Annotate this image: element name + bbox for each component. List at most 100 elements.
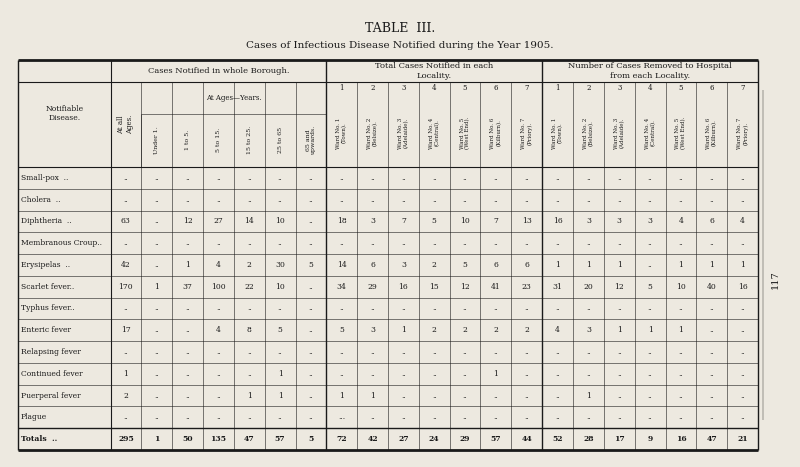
- Text: ..: ..: [678, 391, 683, 400]
- Text: ..: ..: [494, 391, 498, 400]
- Text: 5: 5: [339, 326, 344, 334]
- Text: ..: ..: [278, 239, 282, 247]
- Text: ..: ..: [247, 304, 252, 312]
- Text: ..: ..: [524, 239, 529, 247]
- Text: 5: 5: [432, 218, 437, 226]
- Text: TABLE  III.: TABLE III.: [365, 21, 435, 35]
- Text: 18: 18: [337, 218, 346, 226]
- Text: 3: 3: [647, 218, 653, 226]
- Text: ..: ..: [186, 348, 190, 356]
- Text: Cases Notified in whole Borough.: Cases Notified in whole Borough.: [148, 67, 289, 75]
- Text: ..: ..: [710, 196, 714, 204]
- Text: Ward No. 7
(Priory).: Ward No. 7 (Priory).: [737, 117, 748, 149]
- Text: ..: ..: [710, 174, 714, 182]
- Text: ..: ..: [648, 196, 653, 204]
- Text: 1: 1: [617, 326, 622, 334]
- Text: 23: 23: [522, 283, 532, 291]
- Text: 1: 1: [555, 84, 560, 92]
- Text: ..: ..: [524, 304, 529, 312]
- Text: ..: ..: [494, 196, 498, 204]
- Text: 1: 1: [678, 326, 683, 334]
- Text: ..: ..: [123, 174, 128, 182]
- Text: ..: ..: [678, 304, 683, 312]
- Text: 65 and
upwards.: 65 and upwards.: [306, 125, 316, 155]
- Text: 1: 1: [494, 370, 498, 378]
- Text: ..: ..: [462, 413, 467, 421]
- Text: ..: ..: [678, 348, 683, 356]
- Text: ..: ..: [186, 304, 190, 312]
- Text: ..: ..: [617, 304, 622, 312]
- Text: ..: ..: [247, 196, 252, 204]
- Text: 1: 1: [154, 435, 159, 443]
- Text: ..: ..: [216, 196, 221, 204]
- Text: ..: ..: [309, 304, 314, 312]
- Text: ..: ..: [216, 239, 221, 247]
- Text: ..: ..: [740, 326, 745, 334]
- Text: 8: 8: [247, 326, 252, 334]
- Text: ..: ..: [339, 304, 344, 312]
- Text: 1: 1: [555, 261, 560, 269]
- Text: ..: ..: [740, 413, 745, 421]
- Text: Under 1.: Under 1.: [154, 126, 159, 154]
- Text: 27: 27: [214, 218, 223, 226]
- Text: 1: 1: [339, 84, 344, 92]
- Text: ..: ..: [278, 174, 282, 182]
- Text: ..: ..: [678, 174, 683, 182]
- Text: 12: 12: [614, 283, 624, 291]
- Text: 170: 170: [118, 283, 134, 291]
- Text: ..: ..: [123, 348, 128, 356]
- Text: 1: 1: [586, 261, 591, 269]
- Text: ..: ..: [555, 370, 560, 378]
- Text: ..: ..: [740, 174, 745, 182]
- Text: ..: ..: [678, 196, 683, 204]
- Text: 14: 14: [244, 218, 254, 226]
- Text: 2: 2: [432, 261, 437, 269]
- Text: ..: ..: [740, 239, 745, 247]
- Text: Ward No. 2
(Belsize).: Ward No. 2 (Belsize).: [367, 117, 378, 149]
- Text: ..: ..: [123, 239, 128, 247]
- Text: ..: ..: [339, 174, 344, 182]
- Text: 135: 135: [210, 435, 226, 443]
- Text: ..: ..: [494, 174, 498, 182]
- Text: ..: ..: [309, 239, 314, 247]
- Text: Plague: Plague: [21, 413, 47, 421]
- Text: 21: 21: [738, 435, 748, 443]
- Text: ..: ..: [586, 413, 590, 421]
- Text: 5: 5: [309, 261, 314, 269]
- Text: 1: 1: [185, 261, 190, 269]
- Text: 6: 6: [494, 261, 498, 269]
- Text: ..: ..: [401, 174, 406, 182]
- Text: ..: ..: [617, 391, 622, 400]
- Text: ..: ..: [370, 348, 375, 356]
- Text: 5: 5: [463, 84, 467, 92]
- Text: ..: ..: [648, 348, 653, 356]
- Text: 117: 117: [770, 270, 779, 290]
- Text: ..: ..: [555, 174, 560, 182]
- Text: ..: ..: [740, 196, 745, 204]
- Text: 9: 9: [647, 435, 653, 443]
- Text: Puerperal fever: Puerperal fever: [21, 391, 81, 400]
- Text: 6: 6: [710, 84, 714, 92]
- Text: 4: 4: [555, 326, 560, 334]
- Text: 2: 2: [247, 261, 252, 269]
- Text: ..: ..: [278, 348, 282, 356]
- Text: ..: ..: [555, 304, 560, 312]
- Text: 25 to 65: 25 to 65: [278, 127, 282, 153]
- Text: Number of Cases Removed to Hospital
from each Locality.: Number of Cases Removed to Hospital from…: [568, 63, 732, 79]
- Text: 2: 2: [494, 326, 498, 334]
- Text: ..: ..: [648, 304, 653, 312]
- Text: ..: ..: [462, 391, 467, 400]
- Text: 15: 15: [430, 283, 439, 291]
- Text: Ward No. 1
(Town).: Ward No. 1 (Town).: [336, 117, 347, 149]
- Text: ..: ..: [586, 304, 590, 312]
- Text: 7: 7: [401, 218, 406, 226]
- Text: Cases of Infectious Disease Notified during the Year 1905.: Cases of Infectious Disease Notified dur…: [246, 42, 554, 50]
- Text: ..: ..: [370, 196, 375, 204]
- Text: ..: ..: [401, 413, 406, 421]
- Text: ..: ..: [309, 413, 314, 421]
- Text: 57: 57: [490, 435, 502, 443]
- Text: 1: 1: [278, 391, 282, 400]
- Text: 1: 1: [154, 283, 159, 291]
- Text: 4: 4: [678, 218, 683, 226]
- Text: ..: ..: [154, 218, 159, 226]
